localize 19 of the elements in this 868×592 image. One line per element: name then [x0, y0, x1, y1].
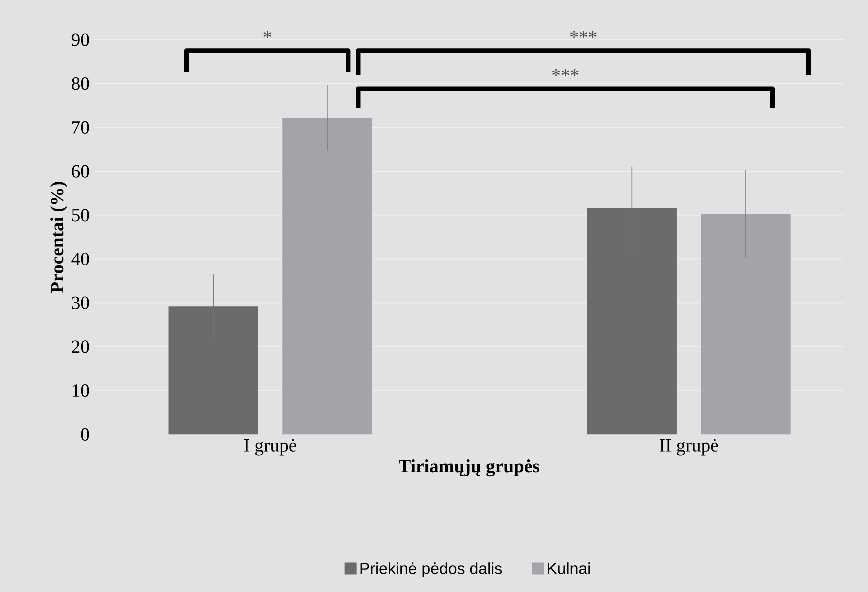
y-tick-label: 50 [72, 209, 90, 222]
y-tick-label: 20 [72, 340, 90, 354]
y-tick-label: 70 [72, 121, 90, 134]
y-axis-title: Procentai (%) [50, 182, 68, 294]
legend-label: Kulnai [548, 562, 590, 574]
legend-label: Priekinė pėdos dalis [360, 562, 502, 578]
x-tick-label: II grupė [660, 439, 718, 456]
y-tick-label: 60 [72, 165, 90, 178]
y-tick-label: 80 [72, 78, 90, 90]
y-tick-label: 0 [81, 428, 90, 441]
y-tick-label: 40 [72, 252, 90, 266]
y-tick-label: 90 [72, 34, 90, 46]
x-tick-label: I grupė [244, 439, 297, 456]
text: *** [570, 31, 597, 38]
text: * [264, 31, 272, 38]
annotation: *** [552, 69, 579, 76]
y-tick-label: 10 [72, 384, 90, 398]
y-tick-label: 30 [72, 296, 90, 310]
x-axis-title: Tiriamųjų grupės [399, 460, 540, 477]
